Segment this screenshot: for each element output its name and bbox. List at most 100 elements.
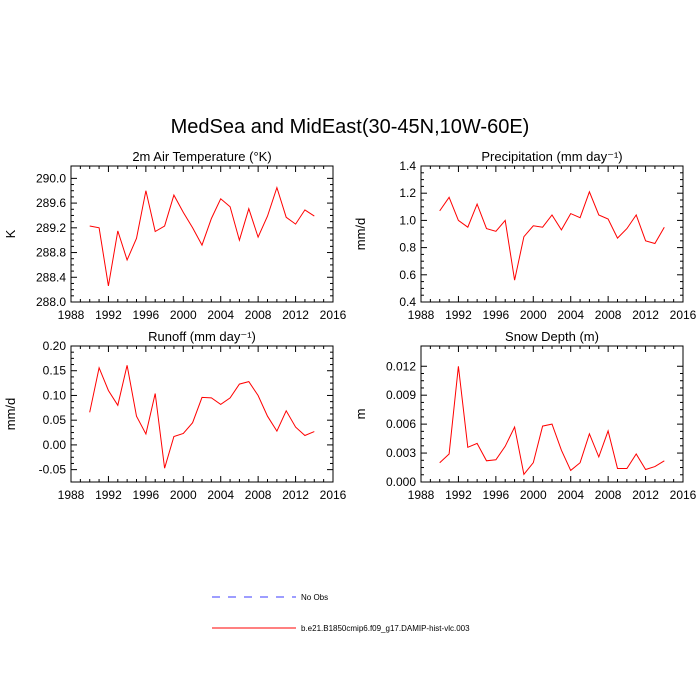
panel-title-unit: (mm day⁻¹): [186, 329, 256, 344]
data-point: [532, 462, 534, 464]
data-point: [89, 411, 91, 413]
data-point: [504, 445, 506, 447]
data-point: [541, 425, 543, 427]
y-axis-label: K: [3, 229, 18, 238]
data-point: [513, 279, 515, 281]
data-point: [98, 367, 100, 369]
legend-label: b.e21.B1850cmip6.f09_g17.DAMIP-hist-vlc.…: [301, 624, 470, 633]
panel-title: Precipitation (mm day⁻¹): [481, 149, 622, 164]
legend: No Obs b.e21.B1850cmip6.f09_g17.DAMIP-his…: [212, 593, 470, 633]
x-tick-label: 2000: [170, 488, 197, 502]
data-point: [560, 229, 562, 231]
data-point: [485, 227, 487, 229]
y-tick-label: 288.0: [36, 295, 66, 309]
x-tick-label: 2000: [170, 308, 197, 322]
x-tick-label: 2012: [632, 308, 659, 322]
plot-frame: [420, 345, 684, 483]
data-point: [145, 433, 147, 435]
x-tick-label: 2004: [557, 488, 584, 502]
chart-panel-1: 2m Air Temperature (°K) 1988 1992 1996 2000 2…: [3, 149, 347, 322]
y-tick-label: 0.000: [386, 475, 416, 489]
data-point: [163, 225, 165, 227]
series-line: [439, 190, 665, 281]
data-point: [579, 462, 581, 464]
data-point: [541, 226, 543, 228]
data-point: [457, 365, 459, 367]
data-point: [126, 259, 128, 261]
y-tick-label: 0.10: [43, 388, 67, 402]
data-point: [276, 186, 278, 188]
data-point: [145, 190, 147, 192]
y-tick-label: 288.4: [36, 270, 66, 284]
data-point: [201, 244, 203, 246]
data-point: [644, 468, 646, 470]
data-point: [154, 392, 156, 394]
y-tick-label: 289.6: [36, 196, 66, 210]
x-tick-label: 1996: [133, 488, 160, 502]
data-point: [570, 212, 572, 214]
panel-title-text: Runoff: [148, 329, 186, 344]
x-tick-label: 2012: [282, 308, 309, 322]
panel-title-unit: (°K): [246, 149, 272, 164]
x-tick-label: 2004: [207, 488, 234, 502]
panel-title: Runoff (mm day⁻¹): [148, 329, 256, 344]
data-point: [201, 396, 203, 398]
data-point: [313, 430, 315, 432]
data-point: [191, 422, 193, 424]
data-point: [448, 453, 450, 455]
data-point: [89, 225, 91, 227]
data-point: [304, 434, 306, 436]
data-point: [248, 380, 250, 382]
y-tick-label: 0.009: [386, 388, 416, 402]
data-point: [644, 240, 646, 242]
data-point: [448, 196, 450, 198]
data-point: [135, 415, 137, 417]
data-point: [551, 214, 553, 216]
y-tick-label: 0.4: [399, 295, 416, 309]
chart-panel-3: Runoff (mm day⁻¹) 1988 1992 1996 2000 2004 200…: [3, 329, 347, 502]
plot-frame: [70, 165, 334, 303]
data-point: [532, 225, 534, 227]
data-point: [266, 415, 268, 417]
data-point: [117, 230, 119, 232]
x-tick-label: 2000: [520, 488, 547, 502]
panel-title-unit: (mm day⁻¹): [553, 149, 623, 164]
data-point: [248, 208, 250, 210]
series-line: [89, 365, 315, 469]
data-point: [485, 460, 487, 462]
data-point: [266, 215, 268, 217]
y-axis-label: mm/d: [353, 218, 368, 251]
data-point: [476, 442, 478, 444]
x-tick-label: 1996: [133, 308, 160, 322]
plot-frame: [70, 345, 334, 483]
data-point: [107, 389, 109, 391]
data-point: [635, 453, 637, 455]
data-point: [285, 216, 287, 218]
data-point: [616, 237, 618, 239]
x-tick-label: 1992: [445, 308, 472, 322]
figure-title: MedSea and MidEast(30-45N,10W-60E): [170, 116, 530, 138]
x-tick-label: 2012: [632, 488, 659, 502]
x-tick-label: 2016: [670, 308, 697, 322]
series-line: [89, 185, 315, 286]
data-point: [238, 383, 240, 385]
data-point: [495, 459, 497, 461]
x-tick-label: 2016: [320, 308, 347, 322]
data-point: [117, 404, 119, 406]
data-point: [294, 426, 296, 428]
x-tick-label: 2004: [557, 308, 584, 322]
x-tick-label: 1992: [95, 488, 122, 502]
series-line: [439, 366, 665, 476]
y-tick-label: 0.20: [43, 339, 67, 353]
data-point: [276, 430, 278, 432]
data-point: [135, 237, 137, 239]
data-point: [163, 467, 165, 469]
data-point: [588, 433, 590, 435]
y-tick-label: 1.2: [399, 186, 416, 200]
panel-title: 2m Air Temperature (°K): [132, 149, 271, 164]
data-point: [126, 364, 128, 366]
x-tick-label: 2016: [320, 488, 347, 502]
y-tick-label: 290.0: [36, 171, 66, 185]
legend-label: No Obs: [301, 593, 328, 602]
data-point: [229, 397, 231, 399]
